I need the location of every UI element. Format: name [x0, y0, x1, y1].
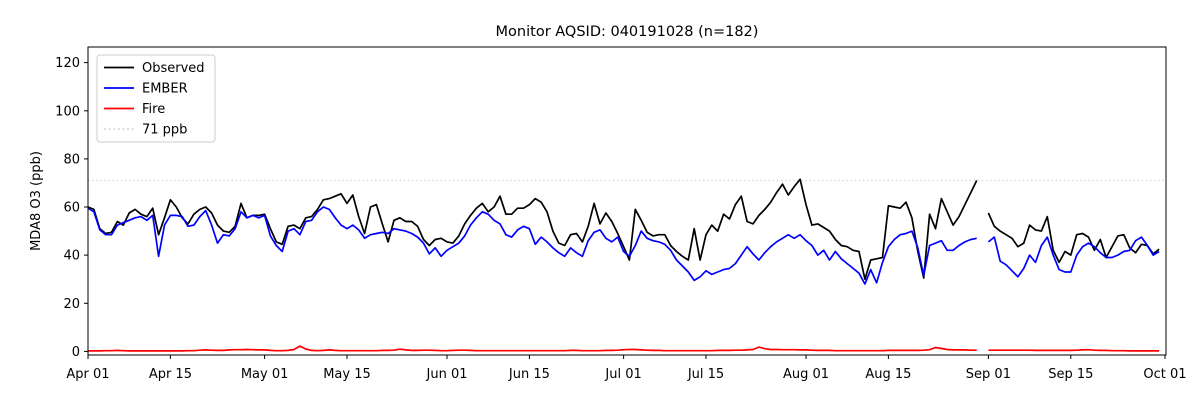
legend-box [96, 54, 216, 143]
x-tick-label: Jun 01 [426, 367, 468, 382]
chart-title: Monitor AQSID: 040191028 (n=182) [495, 24, 759, 40]
legend-label: EMBER [142, 82, 188, 97]
legend-label: Fire [142, 102, 165, 117]
x-tick-label: May 15 [323, 367, 371, 382]
x-tick-label: Jul 15 [687, 367, 724, 382]
y-tick-label: 120 [55, 56, 80, 71]
x-tick-label: Apr 15 [149, 367, 192, 382]
y-tick-label: 0 [72, 345, 80, 360]
x-tick-label: Sep 15 [1048, 367, 1093, 382]
y-tick-label: 20 [63, 297, 80, 312]
x-tick-label: May 01 [241, 367, 289, 382]
legend: Observed EMBER Fire 71 ppb [96, 54, 216, 143]
observed-line [87, 178, 1160, 281]
x-tick-label: Jun 15 [508, 367, 550, 382]
x-tick-label: Aug 15 [865, 367, 911, 382]
x-tick-label: Jul 01 [604, 367, 641, 382]
x-tick-label: Oct 01 [1143, 367, 1186, 382]
y-tick-label: 80 [63, 152, 80, 167]
legend-label: 71 ppb [142, 123, 187, 138]
axes-group: Apr 01 Apr 15 May 01 May 15 Jun 01 Jun 15 Jul … [55, 46, 1187, 382]
y-tick-label: 40 [63, 249, 80, 264]
y-axis-label: MDA8 O3 (ppb) [29, 151, 44, 251]
x-tick-label: Apr 01 [66, 367, 109, 382]
x-tick-label: Sep 01 [966, 367, 1011, 382]
legend-label: Observed [142, 61, 205, 76]
y-tick-label: 60 [63, 201, 80, 216]
plot-border [87, 46, 1167, 356]
y-tick-label: 100 [55, 104, 80, 119]
fire-line [88, 345, 1160, 352]
series-group [87, 178, 1160, 352]
ember-line [87, 206, 1160, 285]
x-tick-label: Aug 01 [783, 367, 829, 382]
